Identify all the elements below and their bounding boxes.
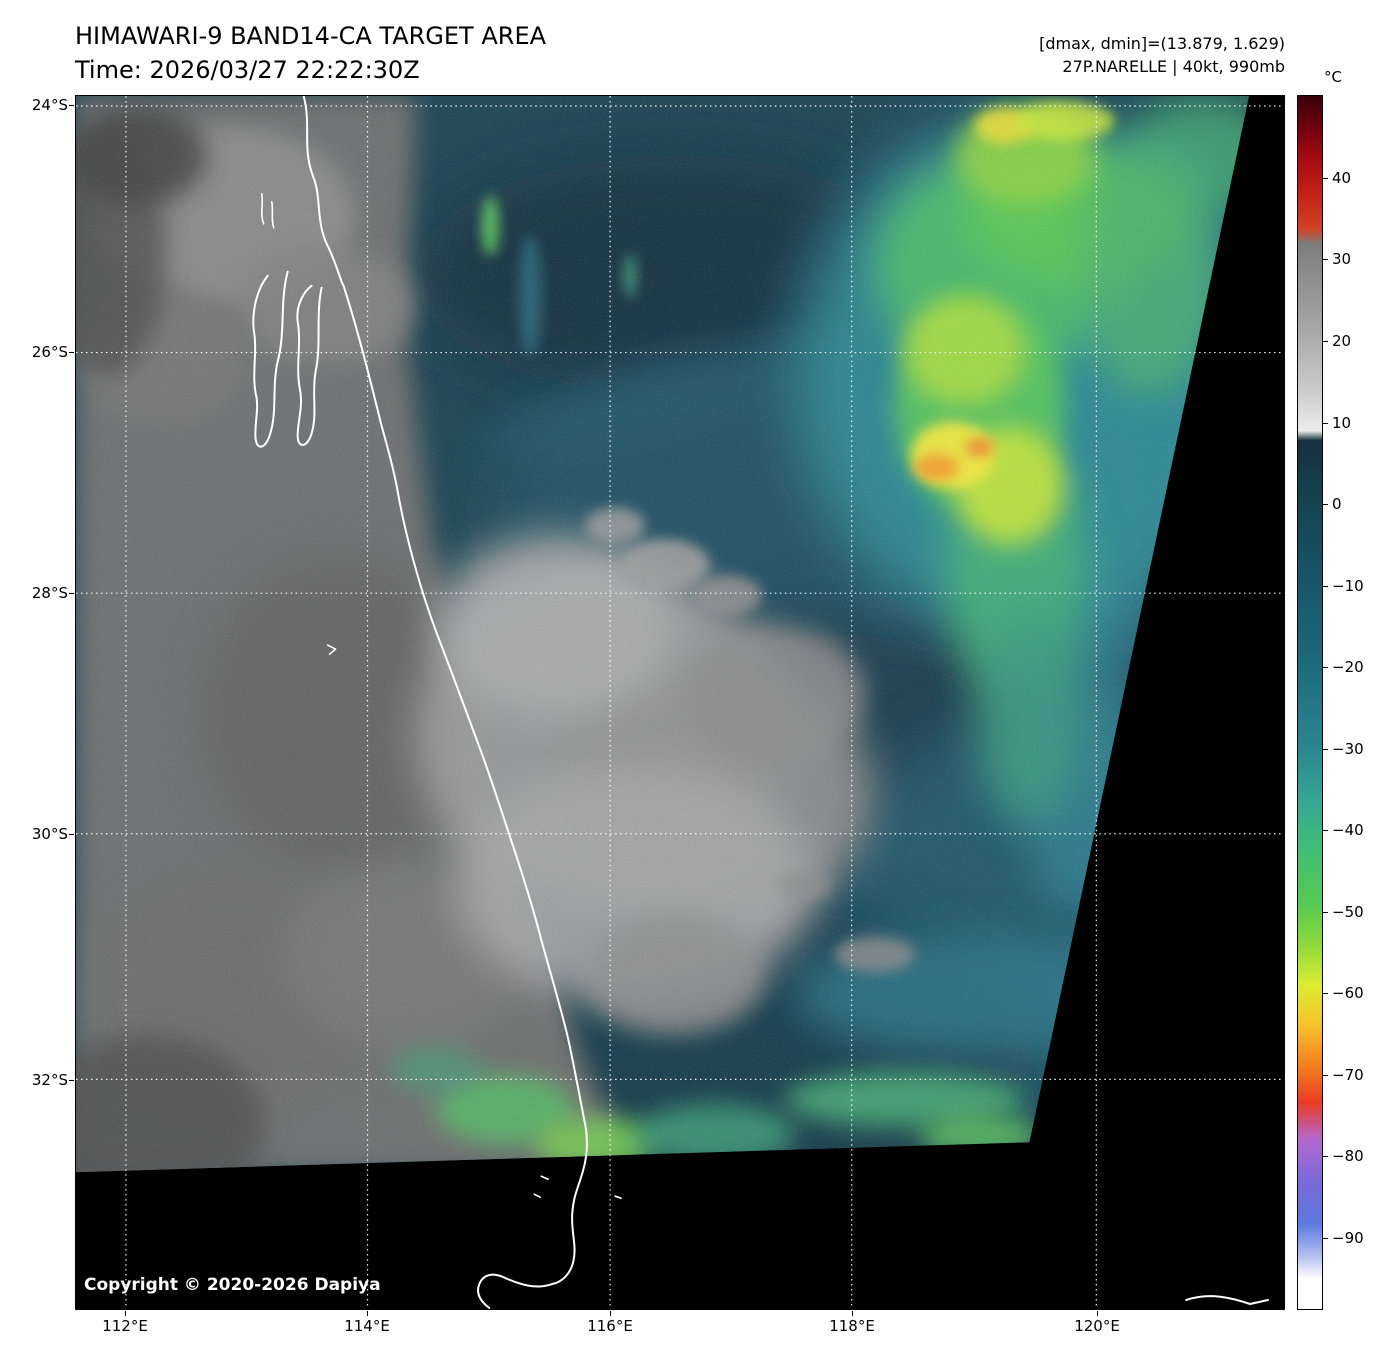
axis-tick [69,105,74,106]
axis-tick [1097,1311,1098,1316]
colorbar-unit-label: °C [1324,68,1342,86]
colorbar-tick [1323,586,1328,587]
axis-tick [125,1311,126,1316]
colorbar-tick-label: 20 [1332,332,1352,350]
lon-label-116e: 116°E [587,1317,633,1335]
axis-tick [610,1311,611,1316]
satellite-image [76,96,1284,1309]
product-meta: [dmax, dmin]=(13.879, 1.629) 27P.NARELLE… [1039,32,1285,78]
small-island-mid [326,644,337,655]
colorbar-tick [1323,178,1328,179]
lat-label-28s: 28°S [31,584,68,602]
colorbar-tick-label: −70 [1332,1066,1364,1084]
dmax-dmin-readout: [dmax, dmin]=(13.879, 1.629) [1039,34,1285,53]
colorbar-tick-label: −40 [1332,821,1364,839]
colorbar-tick-label: 0 [1332,495,1342,513]
colorbar-tick [1323,1075,1328,1076]
colorbar-tick [1323,912,1328,913]
grid-lines [76,96,1284,1309]
colorbar-tick [1323,749,1328,750]
lat-label-32s: 32°S [31,1071,68,1089]
lon-label-118e: 118°E [829,1317,875,1335]
colorbar-tick-label: −90 [1332,1229,1364,1247]
axis-tick [852,1311,853,1316]
lat-label-24s: 24°S [31,96,68,114]
axis-tick [69,1080,74,1081]
south-coast-fragment [1185,1295,1270,1306]
colorbar-gradient [1297,95,1323,1310]
sensor-grain-overlay [76,96,1250,1173]
colorbar-tick [1323,341,1328,342]
colorbar-tick-label: −30 [1332,740,1364,758]
copyright-text: Copyright © 2020-2026 Dapiya [84,1275,381,1295]
small-islands-north [260,193,275,229]
lon-label-112e: 112°E [102,1317,148,1335]
colorbar-tick [1323,993,1328,994]
lon-label-114e: 114°E [344,1317,390,1335]
colorbar-tick-label: 30 [1332,250,1352,268]
axis-tick [69,834,74,835]
map-area: Copyright © 2020-2026 Dapiya [75,95,1285,1310]
shark-bay-west-peninsula [252,270,289,448]
axis-tick [69,352,74,353]
shark-bay-peron-peninsula [296,284,323,446]
product-title: HIMAWARI-9 BAND14-CA TARGET AREA [75,22,547,50]
colorbar-tick [1323,667,1328,668]
lat-label-26s: 26°S [31,343,68,361]
colorbar-tick [1323,1156,1328,1157]
coastline [252,96,1270,1309]
colorbar-tick-label: 40 [1332,169,1352,187]
axis-tick [69,593,74,594]
colorbar-tick [1323,830,1328,831]
product-time: Time: 2026/03/27 22:22:30Z [75,56,420,84]
lon-label-120e: 120°E [1074,1317,1120,1335]
small-islands-perth [533,1175,622,1199]
colorbar-tick-label: −50 [1332,903,1364,921]
axis-tick [367,1311,368,1316]
colorbar-tick [1323,1238,1328,1239]
colorbar-tick-label: −60 [1332,984,1364,1002]
coastline-path [302,96,588,1309]
colorbar-tick-label: −80 [1332,1147,1364,1165]
lat-label-30s: 30°S [31,825,68,843]
colorbar-tick-label: −20 [1332,658,1364,676]
colorbar-tick-label: −10 [1332,577,1364,595]
storm-info: 27P.NARELLE | 40kt, 990mb [1062,57,1285,76]
colorbar-tick [1323,259,1328,260]
colorbar-tick [1323,423,1328,424]
colorbar-tick [1323,504,1328,505]
colorbar-tick-label: 10 [1332,414,1352,432]
